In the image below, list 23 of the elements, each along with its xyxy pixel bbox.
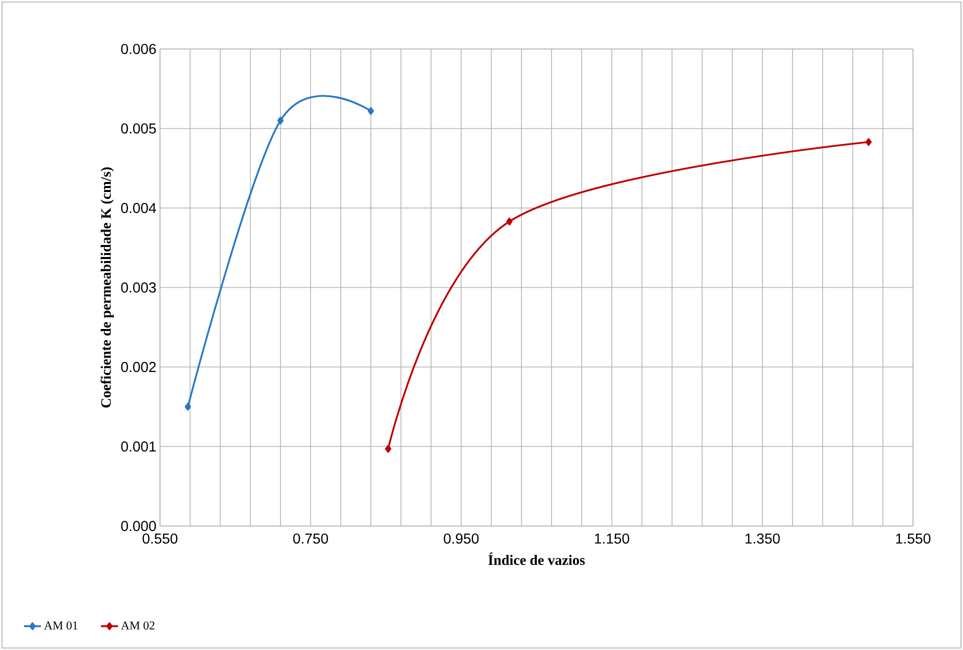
y-tick-label: 0.003 bbox=[121, 282, 156, 293]
x-tick-label: 0.550 bbox=[142, 534, 178, 544]
y-tick-label: 0.001 bbox=[121, 441, 156, 452]
y-tick-label: 0.004 bbox=[121, 202, 156, 214]
point bbox=[184, 402, 192, 411]
x-axis-title: Índice de vazios bbox=[488, 552, 585, 565]
point bbox=[865, 138, 872, 146]
point bbox=[368, 107, 374, 115]
point bbox=[506, 218, 513, 226]
point bbox=[385, 444, 392, 453]
point bbox=[277, 116, 284, 124]
legend-label: AM 01 bbox=[44, 621, 78, 630]
y-tick-label: 0.006 bbox=[121, 44, 156, 54]
y-axis-title: Coeficiente de permeabilidade K (cm/s) bbox=[100, 167, 114, 408]
x-tick-label: 1.150 bbox=[594, 534, 630, 544]
legend-label: AM 02 bbox=[120, 621, 154, 630]
y-tick-label: 0.005 bbox=[121, 123, 156, 134]
y-tick-label: 0.002 bbox=[121, 362, 156, 372]
y-tick-label: 0.000 bbox=[121, 520, 156, 532]
x-tick-label: 1.350 bbox=[746, 534, 780, 544]
x-tick-label: 0.750 bbox=[293, 534, 328, 544]
x-tick-label: 1.550 bbox=[896, 534, 930, 544]
x-tick-label: 0.950 bbox=[444, 534, 479, 544]
